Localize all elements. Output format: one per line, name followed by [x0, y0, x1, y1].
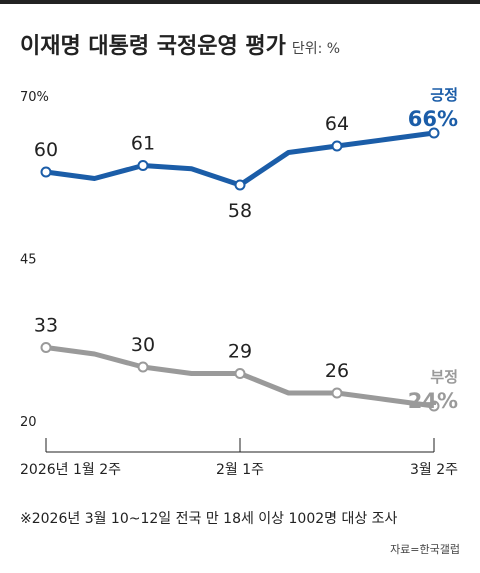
positive-series: 60 61 58 64 긍정 66% — [34, 86, 458, 222]
data-label: 29 — [228, 341, 252, 363]
unit-label: 단위: % — [291, 41, 341, 57]
negative-series: 33 30 29 26 부정 24% — [34, 315, 458, 414]
data-point — [331, 387, 343, 399]
data-point — [428, 127, 440, 139]
data-label: 58 — [228, 200, 252, 222]
x-tick-label: 2026년 1월 2주 — [20, 462, 121, 478]
x-axis: 70% 45 20 2026년 1월 2주 2월 1주 3월 2주 — [20, 90, 458, 478]
data-label: 60 — [34, 139, 58, 161]
y-tick-70: 70% — [20, 90, 49, 105]
data-point — [40, 342, 52, 353]
series-end-value: 24% — [408, 389, 458, 413]
chart-title: 이재명 대통령 국정운영 평가 단위: % — [20, 28, 340, 60]
data-point — [234, 179, 246, 191]
data-point — [428, 400, 440, 412]
top-rule — [0, 0, 480, 4]
series-name: 부정 — [430, 368, 458, 386]
data-point — [137, 160, 149, 171]
y-tick-20: 20 — [20, 415, 37, 430]
data-point — [234, 368, 246, 379]
data-label: 61 — [131, 133, 155, 155]
series-name: 긍정 — [430, 86, 458, 104]
data-label: 26 — [325, 360, 349, 382]
data-point — [40, 166, 52, 178]
data-label: 64 — [325, 113, 349, 135]
title-text: 이재명 대통령 국정운영 평가 — [20, 34, 286, 59]
data-point — [331, 140, 343, 152]
data-label: 30 — [131, 334, 155, 356]
footnote: ※2026년 3월 10~12일 전국 만 18세 이상 1002명 대상 조사 — [20, 511, 398, 527]
source-label: 자료=한국갤럽 — [390, 543, 460, 556]
data-point — [137, 361, 149, 373]
series-end-value: 66% — [408, 107, 458, 131]
series-line — [43, 130, 437, 188]
x-tick-label: 3월 2주 — [410, 462, 458, 478]
y-tick-45: 45 — [20, 253, 37, 268]
data-label: 33 — [34, 315, 58, 337]
x-tick-label: 2월 1주 — [216, 462, 264, 478]
